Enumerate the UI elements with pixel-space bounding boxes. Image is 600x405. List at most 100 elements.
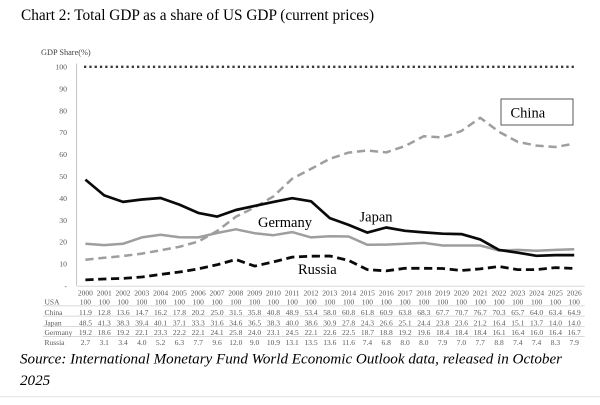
svg-text:13.6: 13.6 <box>323 338 336 347</box>
svg-text:8.8: 8.8 <box>494 338 504 347</box>
svg-text:9.0: 9.0 <box>250 338 260 347</box>
svg-text:22.5: 22.5 <box>342 328 355 337</box>
svg-text:12.8: 12.8 <box>98 308 111 317</box>
svg-text:33.3: 33.3 <box>192 318 205 327</box>
svg-text:8.0: 8.0 <box>400 338 410 347</box>
svg-text:2010: 2010 <box>266 289 281 298</box>
svg-text:16.4: 16.4 <box>511 328 524 337</box>
svg-text:2023: 2023 <box>510 289 525 298</box>
svg-text:8.3: 8.3 <box>551 338 561 347</box>
svg-text:80: 80 <box>59 106 67 115</box>
svg-text:15.1: 15.1 <box>511 318 524 327</box>
svg-text:8.0: 8.0 <box>419 338 429 347</box>
svg-text:Chart 2: Total GDP as a share: Chart 2: Total GDP as a share of US GDP … <box>21 7 374 24</box>
svg-text:60.8: 60.8 <box>342 308 355 317</box>
svg-text:100: 100 <box>305 298 317 307</box>
svg-text:22.1: 22.1 <box>192 328 205 337</box>
svg-text:39.4: 39.4 <box>135 318 148 327</box>
svg-text:Germany: Germany <box>258 215 313 231</box>
svg-text:25.0: 25.0 <box>210 308 223 317</box>
svg-text:2009: 2009 <box>247 289 262 298</box>
svg-text:100: 100 <box>80 298 92 307</box>
svg-text:70: 70 <box>59 128 67 137</box>
svg-text:70.3: 70.3 <box>492 308 505 317</box>
svg-text:2001: 2001 <box>97 289 112 298</box>
svg-text:6.3: 6.3 <box>175 338 185 347</box>
svg-text:50: 50 <box>59 172 67 181</box>
svg-text:48.5: 48.5 <box>79 318 92 327</box>
svg-text:61.8: 61.8 <box>361 308 374 317</box>
svg-text:5.2: 5.2 <box>156 338 166 347</box>
svg-text:2013: 2013 <box>322 289 337 298</box>
svg-text:14.0: 14.0 <box>568 318 581 327</box>
svg-text:3.4: 3.4 <box>118 338 128 347</box>
svg-text:13.6: 13.6 <box>116 308 129 317</box>
svg-text:13.7: 13.7 <box>530 318 543 327</box>
svg-text:GDP Share(%): GDP Share(%) <box>41 48 91 57</box>
svg-text:40.1: 40.1 <box>154 318 167 327</box>
svg-text:22.1: 22.1 <box>304 328 317 337</box>
svg-text:10: 10 <box>59 260 67 269</box>
svg-text:2025: 2025 <box>548 289 563 298</box>
svg-text:19.2: 19.2 <box>398 328 411 337</box>
svg-text:100: 100 <box>362 298 374 307</box>
svg-text:18.7: 18.7 <box>361 328 374 337</box>
svg-text:100: 100 <box>381 298 393 307</box>
svg-text:2022: 2022 <box>492 289 507 298</box>
svg-text:24.5: 24.5 <box>286 328 299 337</box>
svg-text:60: 60 <box>59 150 67 159</box>
svg-text:38.3: 38.3 <box>116 318 129 327</box>
svg-text:7.4: 7.4 <box>513 338 523 347</box>
svg-text:Japan: Japan <box>360 209 394 225</box>
svg-text:100: 100 <box>418 298 430 307</box>
svg-text:2000: 2000 <box>78 289 93 298</box>
svg-text:100: 100 <box>249 298 261 307</box>
svg-text:18.6: 18.6 <box>98 328 111 337</box>
svg-text:16.7: 16.7 <box>568 328 581 337</box>
svg-text:100: 100 <box>55 63 67 72</box>
svg-text:18.4: 18.4 <box>455 328 468 337</box>
svg-text:30: 30 <box>59 216 67 225</box>
svg-text:7.4: 7.4 <box>363 338 373 347</box>
svg-text:-: - <box>64 282 67 291</box>
svg-text:48.9: 48.9 <box>286 308 299 317</box>
svg-text:18.4: 18.4 <box>474 328 487 337</box>
svg-text:38.3: 38.3 <box>267 318 280 327</box>
svg-text:7.4: 7.4 <box>532 338 542 347</box>
svg-text:Russia: Russia <box>298 262 337 278</box>
svg-text:40.0: 40.0 <box>286 318 299 327</box>
svg-text:25.1: 25.1 <box>398 318 411 327</box>
svg-text:100: 100 <box>155 298 167 307</box>
svg-text:100: 100 <box>211 298 223 307</box>
svg-text:36.5: 36.5 <box>248 318 261 327</box>
svg-text:20.2: 20.2 <box>192 308 205 317</box>
svg-text:7.9: 7.9 <box>438 338 448 347</box>
svg-text:100: 100 <box>550 298 562 307</box>
svg-text:27.8: 27.8 <box>342 318 355 327</box>
svg-text:7.7: 7.7 <box>476 338 486 347</box>
svg-text:2008: 2008 <box>228 289 243 298</box>
svg-text:24.3: 24.3 <box>361 318 374 327</box>
svg-text:31.5: 31.5 <box>229 308 242 317</box>
svg-text:22.2: 22.2 <box>173 328 186 337</box>
svg-text:7.7: 7.7 <box>194 338 204 347</box>
svg-text:2004: 2004 <box>153 289 168 298</box>
svg-text:22.6: 22.6 <box>323 328 336 337</box>
svg-text:23.3: 23.3 <box>154 328 167 337</box>
svg-text:23.1: 23.1 <box>267 328 280 337</box>
svg-text:2020: 2020 <box>454 289 469 298</box>
svg-text:18.4: 18.4 <box>436 328 449 337</box>
svg-text:24.1: 24.1 <box>210 328 223 337</box>
svg-text:24.0: 24.0 <box>248 328 261 337</box>
svg-text:21.2: 21.2 <box>474 318 487 327</box>
svg-text:2016: 2016 <box>379 289 394 298</box>
svg-text:16.0: 16.0 <box>530 328 543 337</box>
svg-text:19.2: 19.2 <box>79 328 92 337</box>
svg-text:11.9: 11.9 <box>79 308 92 317</box>
svg-text:2025: 2025 <box>20 373 51 389</box>
svg-text:100: 100 <box>456 298 468 307</box>
svg-text:2012: 2012 <box>304 289 319 298</box>
svg-text:100: 100 <box>99 298 111 307</box>
svg-text:70.7: 70.7 <box>455 308 468 317</box>
svg-text:19.6: 19.6 <box>417 328 430 337</box>
